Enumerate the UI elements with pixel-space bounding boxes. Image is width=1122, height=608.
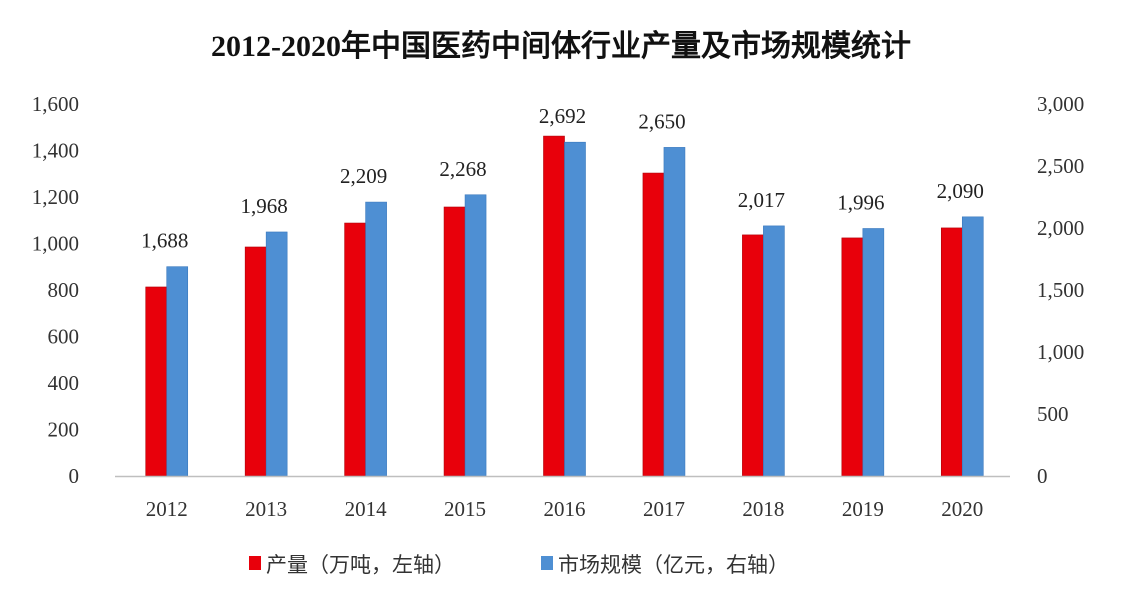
data-label-2018: 2,017	[738, 188, 785, 212]
legend-label-market-size: 市场规模（亿元，右轴）	[558, 553, 789, 577]
left-tick-label: 400	[48, 371, 80, 395]
data-label-2015: 2,268	[439, 157, 486, 181]
right-tick-label: 500	[1037, 402, 1069, 426]
data-label-2017: 2,650	[638, 109, 685, 133]
data-label-2016: 2,692	[539, 104, 586, 128]
left-tick-label: 1,200	[32, 185, 79, 209]
data-labels: 1,688 1,968 2,209 2,268 2,692 2,650 2,017 1,996…	[141, 104, 984, 252]
legend-swatch-market-size	[541, 556, 553, 570]
bar-production-2014	[344, 222, 366, 477]
bar-market-size-2013	[265, 231, 288, 477]
left-tick-label: 800	[48, 278, 80, 302]
bar-market-size-2019	[862, 228, 885, 477]
bar-production-2012	[145, 286, 168, 477]
bar-market-size-2012	[166, 266, 189, 477]
bar-production-2017	[642, 172, 665, 477]
x-tick-label: 2015	[444, 497, 486, 521]
bar-market-size-2016	[564, 141, 586, 477]
left-tick-label: 1,600	[32, 92, 79, 116]
right-tick-label: 0	[1037, 464, 1048, 488]
bar-production-2019	[841, 237, 864, 477]
bar-market-size-2017	[663, 147, 686, 477]
chart-title: 2012-2020年中国医药中间体行业产量及市场规模统计	[211, 29, 911, 63]
bar-production-2018	[742, 234, 764, 477]
x-tick-label: 2018	[742, 497, 784, 521]
left-tick-label: 0	[69, 464, 80, 488]
x-tick-label: 2017	[643, 497, 685, 521]
x-tick-label: 2013	[245, 497, 287, 521]
right-axis: 0 500 1,000 1,500 2,000 2,500 3,000	[1037, 92, 1084, 488]
left-tick-label: 200	[48, 418, 80, 442]
x-tick-label: 2014	[345, 497, 388, 521]
legend-swatch-production	[249, 556, 261, 570]
right-tick-label: 1,000	[1037, 340, 1084, 364]
data-label-2020: 2,090	[937, 179, 984, 203]
left-axis: 0 200 400 600 800 1,000 1,200 1,400 1,600	[32, 92, 79, 488]
bar-production-2013	[244, 246, 267, 477]
data-label-2012: 1,688	[141, 229, 188, 253]
right-tick-label: 3,000	[1037, 92, 1084, 116]
legend-label-production: 产量（万吨，左轴）	[266, 553, 455, 577]
left-tick-label: 1,000	[32, 232, 79, 256]
bar-market-size-2015	[464, 194, 487, 477]
bars	[145, 135, 984, 477]
x-axis: 2012 2013 2014 2015 2016 2017 2018 2019 2020	[146, 497, 984, 521]
x-tick-label: 2020	[941, 497, 983, 521]
bar-production-2020	[940, 227, 963, 477]
right-tick-label: 2,500	[1037, 154, 1084, 178]
bar-market-size-2018	[763, 225, 785, 477]
bar-market-size-2014	[365, 201, 387, 477]
data-label-2013: 1,968	[241, 194, 288, 218]
left-tick-label: 600	[48, 325, 80, 349]
x-tick-label: 2016	[544, 497, 586, 521]
bar-production-2015	[443, 206, 466, 477]
data-label-2019: 1,996	[837, 190, 884, 214]
bar-production-2016	[543, 135, 565, 477]
right-tick-label: 2,000	[1037, 216, 1084, 240]
right-tick-label: 1,500	[1037, 278, 1084, 302]
x-tick-label: 2019	[842, 497, 884, 521]
bar-market-size-2020	[961, 216, 984, 477]
legend: 产量（万吨，左轴） 市场规模（亿元，右轴）	[249, 553, 789, 577]
data-label-2014: 2,209	[340, 164, 387, 188]
left-tick-label: 1,400	[32, 139, 79, 163]
x-tick-label: 2012	[146, 497, 188, 521]
